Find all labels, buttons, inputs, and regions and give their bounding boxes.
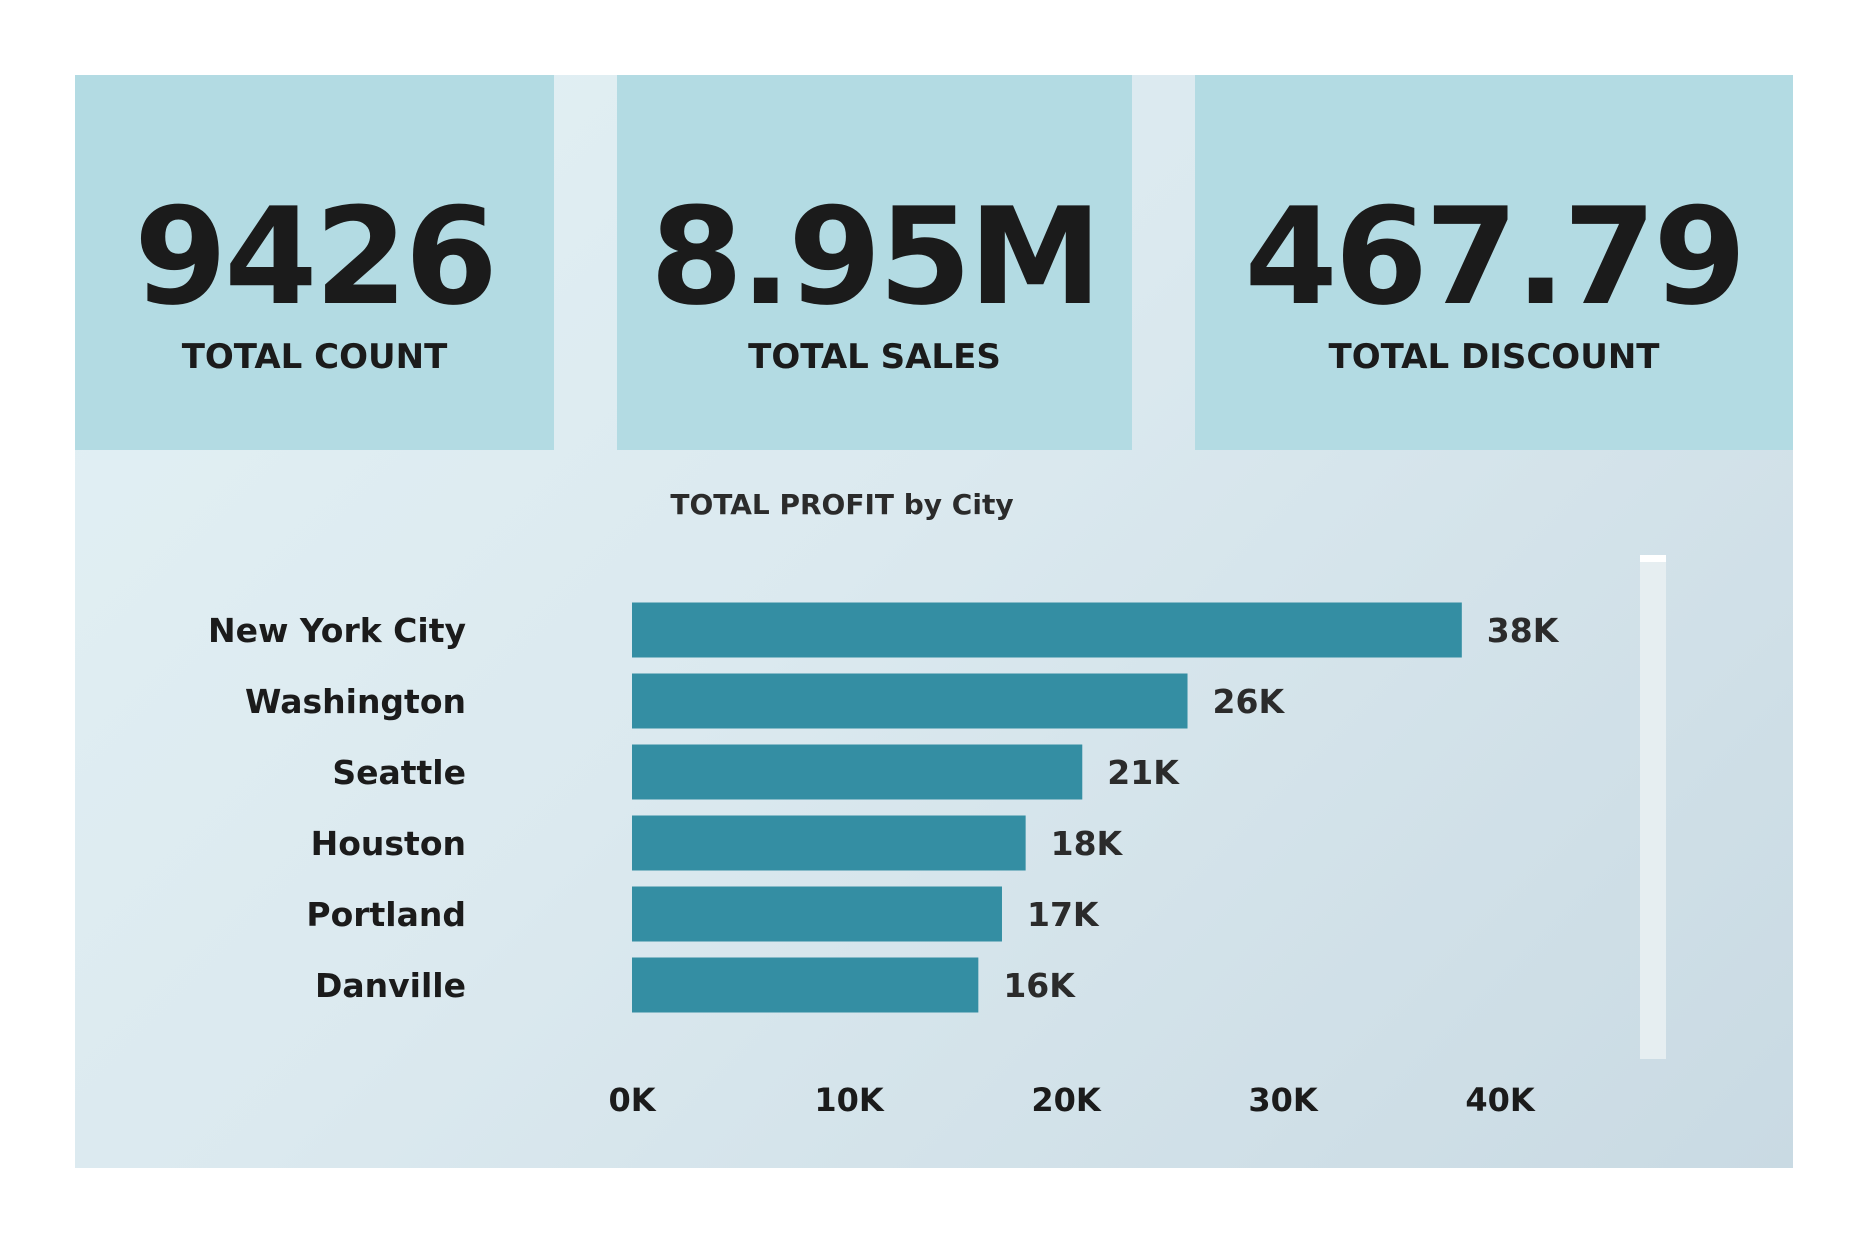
kpi-card-total-sales: 8.95M TOTAL SALES xyxy=(617,75,1132,450)
x-tick-label: 0K xyxy=(608,1081,656,1119)
data-label: 26K xyxy=(1213,682,1286,721)
scrollbar-thumb[interactable] xyxy=(1640,555,1666,562)
data-label: 38K xyxy=(1487,611,1560,650)
bar xyxy=(632,602,1462,658)
data-label: 21K xyxy=(1107,753,1180,792)
bar xyxy=(632,886,1002,942)
bar xyxy=(632,744,1083,800)
category-label: Danville xyxy=(315,966,466,1005)
kpi-card-total-discount: 467.79 TOTAL DISCOUNT xyxy=(1195,75,1793,450)
category-label: Houston xyxy=(311,824,466,863)
kpi-value-total-count: 9426 xyxy=(134,179,498,335)
x-tick-label: 10K xyxy=(814,1081,885,1119)
bar-chart: New York City 38K Washington 26K Seattle 21K H… xyxy=(208,602,1560,1119)
kpi-value-total-discount: 467.79 xyxy=(1244,179,1746,335)
category-label: Seattle xyxy=(332,753,466,792)
bar xyxy=(632,957,979,1013)
x-tick-label: 30K xyxy=(1248,1081,1319,1119)
data-label: 17K xyxy=(1027,895,1100,934)
chart-title: TOTAL PROFIT by City xyxy=(670,488,1014,521)
data-label: 16K xyxy=(1003,966,1076,1005)
bar xyxy=(632,673,1188,729)
x-tick-label: 40K xyxy=(1465,1081,1536,1119)
kpi-value-total-sales: 8.95M xyxy=(650,179,1102,335)
chart-scrollbar[interactable] xyxy=(1640,555,1666,1059)
category-label: Portland xyxy=(306,895,466,934)
category-label: New York City xyxy=(208,611,466,650)
x-tick-label: 20K xyxy=(1031,1081,1102,1119)
bar xyxy=(632,815,1026,871)
category-label: Washington xyxy=(245,682,466,721)
data-label: 18K xyxy=(1051,824,1124,863)
dashboard: 9426 TOTAL COUNT 8.95M TOTAL SALES 467.7… xyxy=(75,75,1793,1168)
kpi-label-total-discount: TOTAL DISCOUNT xyxy=(1328,337,1660,377)
kpi-card-total-count: 9426 TOTAL COUNT xyxy=(75,75,554,450)
kpi-label-total-count: TOTAL COUNT xyxy=(181,337,448,377)
kpi-label-total-sales: TOTAL SALES xyxy=(748,337,1001,377)
